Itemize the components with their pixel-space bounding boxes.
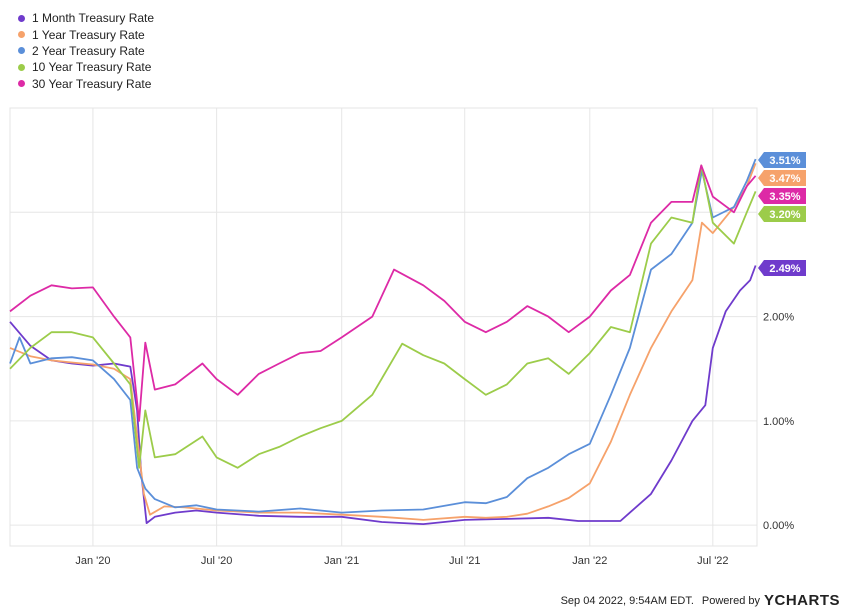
series-line xyxy=(9,158,757,514)
legend-dot-icon xyxy=(18,80,25,88)
x-tick-label: Jan '22 xyxy=(572,555,607,567)
legend-item-1-month[interactable]: 1 Month Treasury Rate xyxy=(18,10,154,26)
plot-frame xyxy=(9,107,758,547)
value-tag-bg xyxy=(758,206,806,222)
series-line xyxy=(9,265,757,525)
value-tag: 3.51% xyxy=(758,152,806,168)
legend-dot-icon xyxy=(18,14,25,22)
y-tick-label: 0.00% xyxy=(763,520,794,532)
legend-dot-icon xyxy=(18,47,25,55)
x-tick-label: Jul '20 xyxy=(201,555,232,567)
value-tag-label: 3.35% xyxy=(769,191,800,203)
value-tag-label: 3.51% xyxy=(769,155,800,167)
x-tick-label: Jan '20 xyxy=(75,555,110,567)
value-tag-bg xyxy=(758,170,806,186)
legend-label: 2 Year Treasury Rate xyxy=(32,43,145,58)
value-tag-label: 3.47% xyxy=(769,173,800,185)
legend-dot-icon xyxy=(18,31,25,39)
value-tag: 3.47% xyxy=(758,170,806,186)
ycharts-logo[interactable]: YCHARTS xyxy=(763,592,840,609)
legend-label: 1 Year Treasury Rate xyxy=(32,27,145,42)
y-tick-label: 1.00% xyxy=(763,416,794,428)
value-tag: 2.49% xyxy=(758,260,806,276)
series-line xyxy=(9,164,757,469)
x-tick-label: Jul '22 xyxy=(697,555,728,567)
y-tick-label: 2.00% xyxy=(763,312,794,324)
value-tag-bg xyxy=(758,152,806,168)
value-tag-bg xyxy=(758,260,806,276)
legend-label: 30 Year Treasury Rate xyxy=(32,76,152,91)
value-tag-label: 2.49% xyxy=(769,263,800,275)
legend-item-10-year[interactable]: 10 Year Treasury Rate xyxy=(18,59,154,75)
legend-item-30-year[interactable]: 30 Year Treasury Rate xyxy=(18,76,154,92)
x-tick-label: Jan '21 xyxy=(324,555,359,567)
value-tag: 3.35% xyxy=(758,188,806,204)
footer: Sep 04 2022, 9:54AM EDT. Powered by YCHA… xyxy=(561,592,840,609)
value-tag: 3.20% xyxy=(758,206,806,222)
legend-item-2-year[interactable]: 2 Year Treasury Rate xyxy=(18,43,154,59)
series-line xyxy=(9,164,757,422)
powered-by: Powered by xyxy=(701,594,760,607)
legend: 1 Month Treasury Rate 1 Year Treasury Ra… xyxy=(18,10,154,92)
value-tag-label: 3.20% xyxy=(769,209,800,221)
series-line xyxy=(9,162,757,521)
legend-dot-icon xyxy=(18,63,25,71)
value-tag-bg xyxy=(758,188,806,204)
timestamp: Sep 04 2022, 9:54AM EDT. xyxy=(560,594,694,607)
legend-label: 1 Month Treasury Rate xyxy=(32,11,155,26)
x-tick-label: Jul '21 xyxy=(449,555,480,567)
legend-label: 10 Year Treasury Rate xyxy=(32,60,152,75)
legend-item-1-year[interactable]: 1 Year Treasury Rate xyxy=(18,26,154,42)
